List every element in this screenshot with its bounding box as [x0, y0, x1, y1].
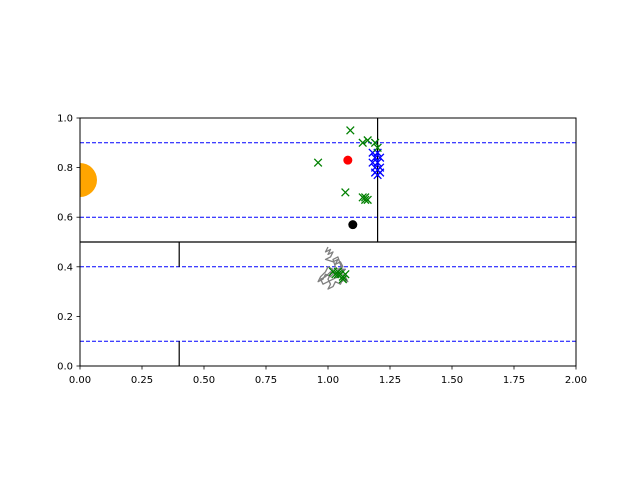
green-x-marker [363, 195, 372, 205]
green-x-marker-stroke [370, 138, 380, 148]
blue-x-marker [373, 158, 382, 167]
green-x-marker [370, 138, 380, 148]
green-x-marker-stroke [373, 143, 382, 153]
green-x-marker [341, 269, 350, 279]
y-tick-label: 0.0 [57, 362, 73, 373]
trajectory-line [317, 246, 349, 290]
green-x-marker-stroke [341, 188, 350, 197]
green-x-marker-stroke [363, 136, 372, 145]
blue-x-marker [373, 170, 382, 180]
green-x-marker-stroke [338, 274, 348, 284]
green-x-marker-stroke [360, 195, 370, 205]
green-x-marker [333, 269, 343, 279]
orange-circle [80, 163, 97, 197]
trajectory-path [317, 246, 349, 290]
y-axis-ticks: 0.0 0.2 0.4 0.6 0.8 1.0 [57, 114, 80, 373]
data-markers [80, 126, 385, 284]
green-x-marker-stroke [313, 158, 323, 167]
x-tick-label: 1.75 [503, 375, 525, 386]
x-axis-ticks: 0.00 0.25 0.50 0.75 1.00 1.25 1.50 1.75 2.00 [69, 366, 587, 386]
x-tick-label: 0.00 [69, 375, 91, 386]
y-tick-label: 0.2 [57, 312, 73, 323]
green-x-marker [313, 158, 323, 167]
blue-x-marker-stroke [375, 153, 385, 162]
x-tick-label: 1.25 [379, 375, 401, 386]
x-tick-label: 1.00 [317, 375, 339, 386]
blue-x-marker [375, 153, 385, 162]
green-x-marker-stroke [341, 269, 350, 279]
green-x-marker [341, 188, 350, 197]
y-tick-label: 0.8 [57, 163, 73, 174]
blue-x-marker-stroke [373, 158, 382, 167]
x-tick-label: 0.25 [131, 375, 153, 386]
green-x-marker [358, 138, 367, 148]
x-tick-label: 1.50 [441, 375, 463, 386]
x-tick-label: 2.00 [565, 375, 587, 386]
x-tick-label: 0.50 [193, 375, 215, 386]
red-dot [343, 155, 353, 165]
y-tick-label: 0.6 [57, 213, 73, 224]
green-x-marker [373, 143, 382, 153]
green-x-marker-stroke [333, 269, 343, 279]
wall-lines [80, 118, 576, 366]
y-tick-label: 1.0 [57, 114, 73, 125]
green-x-marker [363, 136, 372, 145]
green-x-marker-stroke [358, 138, 367, 148]
green-x-marker-stroke [346, 126, 355, 135]
green-x-marker [360, 195, 370, 205]
green-x-marker [346, 126, 355, 135]
x-tick-label: 0.75 [255, 375, 277, 386]
y-tick-label: 0.4 [57, 262, 73, 273]
green-x-marker-stroke [363, 195, 372, 205]
black-dot [348, 220, 358, 230]
blue-x-marker-stroke [373, 170, 382, 180]
